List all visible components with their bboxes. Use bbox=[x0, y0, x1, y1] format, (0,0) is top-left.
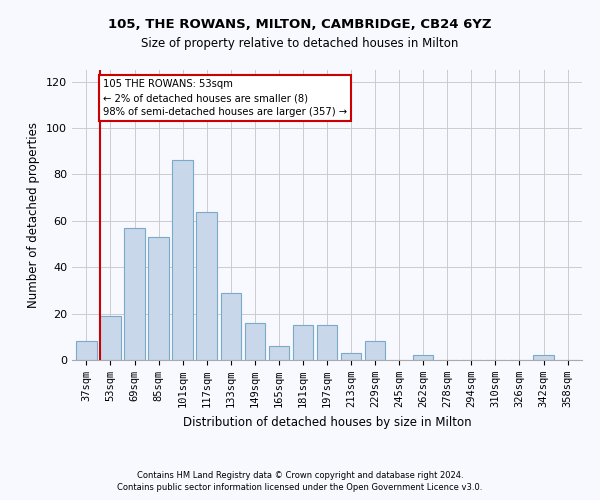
Text: 105, THE ROWANS, MILTON, CAMBRIDGE, CB24 6YZ: 105, THE ROWANS, MILTON, CAMBRIDGE, CB24… bbox=[108, 18, 492, 30]
Text: 105 THE ROWANS: 53sqm
← 2% of detached houses are smaller (8)
98% of semi-detach: 105 THE ROWANS: 53sqm ← 2% of detached h… bbox=[103, 80, 347, 118]
Bar bbox=[196, 212, 217, 360]
Bar bbox=[172, 160, 193, 360]
Bar bbox=[148, 237, 169, 360]
Bar bbox=[293, 325, 313, 360]
Y-axis label: Number of detached properties: Number of detached properties bbox=[28, 122, 40, 308]
Bar bbox=[317, 325, 337, 360]
Bar bbox=[124, 228, 145, 360]
Text: Size of property relative to detached houses in Milton: Size of property relative to detached ho… bbox=[142, 38, 458, 51]
Text: Contains public sector information licensed under the Open Government Licence v3: Contains public sector information licen… bbox=[118, 484, 482, 492]
X-axis label: Distribution of detached houses by size in Milton: Distribution of detached houses by size … bbox=[182, 416, 472, 428]
Bar bbox=[100, 316, 121, 360]
Bar bbox=[365, 342, 385, 360]
Bar bbox=[221, 292, 241, 360]
Bar bbox=[413, 356, 433, 360]
Bar bbox=[533, 356, 554, 360]
Bar bbox=[245, 323, 265, 360]
Text: Contains HM Land Registry data © Crown copyright and database right 2024.: Contains HM Land Registry data © Crown c… bbox=[137, 471, 463, 480]
Bar bbox=[341, 353, 361, 360]
Bar bbox=[269, 346, 289, 360]
Bar bbox=[76, 342, 97, 360]
